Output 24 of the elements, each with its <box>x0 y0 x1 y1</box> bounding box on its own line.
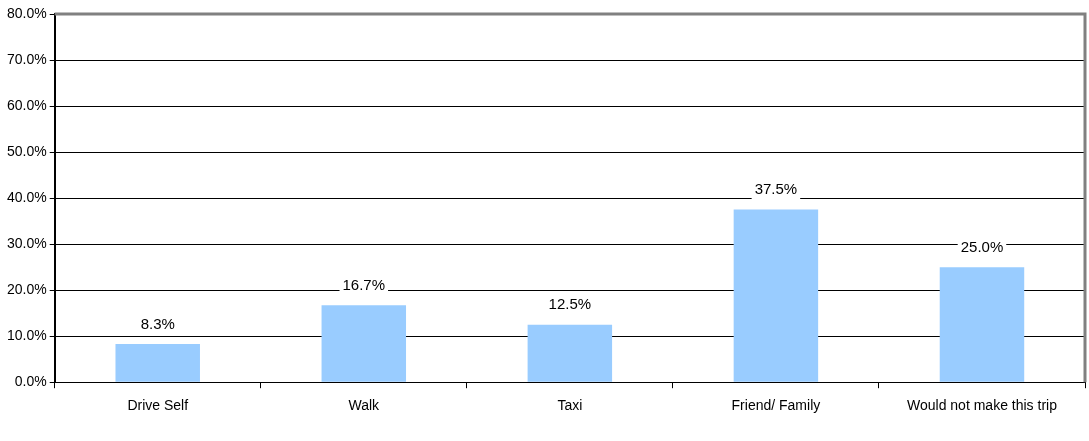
y-tick-label: 20.0% <box>6 281 47 298</box>
bar <box>733 209 819 382</box>
y-tick-label: 40.0% <box>6 188 47 205</box>
bar <box>527 324 613 382</box>
x-tick-label: Walk <box>348 397 381 414</box>
y-tick-label: 60.0% <box>6 96 47 113</box>
y-tick-label: 50.0% <box>6 142 47 159</box>
data-label: 16.7% <box>342 275 386 293</box>
data-label: 8.3% <box>140 314 175 332</box>
data-label: 37.5% <box>754 180 798 198</box>
y-tick-label: 10.0% <box>6 327 47 344</box>
data-label: 25.0% <box>960 237 1004 255</box>
x-tick-label: Friend/ Family <box>731 397 821 414</box>
y-tick-label: 80.0% <box>6 4 47 21</box>
bar <box>321 305 407 382</box>
y-tick-label: 0.0% <box>14 373 47 390</box>
x-tick-label: Drive Self <box>127 397 189 414</box>
bar <box>939 267 1025 382</box>
data-label: 12.5% <box>548 295 592 313</box>
y-tick-label: 70.0% <box>6 50 47 67</box>
y-tick-label: 30.0% <box>6 234 47 251</box>
bar <box>115 344 200 382</box>
x-tick-label: Taxi <box>557 397 583 414</box>
x-tick-label: Would not make this trip <box>907 397 1058 414</box>
